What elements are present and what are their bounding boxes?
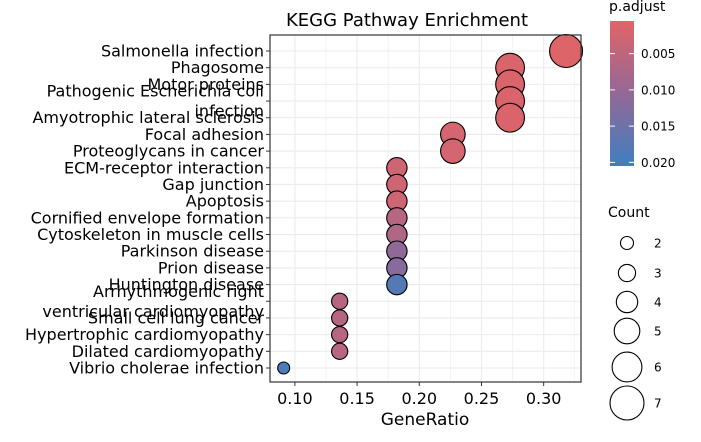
data-point (331, 292, 349, 310)
size-legend-title: Count (608, 205, 650, 221)
data-points (277, 33, 584, 375)
x-tick-label: 0.15 (339, 389, 375, 408)
plot-panel (269, 33, 584, 383)
colorbar-ticks: 0.005 0.010 0.015 0.020 (610, 47, 675, 170)
y-tick-label: Prion disease (158, 258, 264, 277)
size-legend-label: 2 (654, 237, 662, 251)
size-legend: Count 2 3 4 5 6 7 (608, 205, 662, 421)
x-axis-title: GeneRatio (381, 410, 470, 430)
y-tick-label: Huntington disease (109, 275, 264, 294)
color-legend-title: p.adjust (609, 0, 666, 15)
panel-background (270, 35, 581, 382)
size-legend-circle (619, 235, 635, 251)
size-legend-circle (613, 317, 641, 345)
x-tick-label: 0.25 (464, 389, 500, 408)
colorbar-tick-label: 0.010 (641, 83, 675, 97)
data-point (331, 342, 349, 360)
x-tick-label: 0.30 (526, 389, 562, 408)
data-point (331, 309, 349, 327)
x-axis: 0.10 0.15 0.20 0.25 0.30 (277, 382, 561, 408)
panel-border (269, 34, 582, 383)
y-tick-label: Apoptosis (186, 192, 264, 211)
y-tick-label: Vibrio cholerae infection (69, 359, 264, 378)
data-point (440, 138, 466, 164)
colorbar-tick-label: 0.020 (641, 156, 675, 170)
size-legend-circle (611, 351, 643, 383)
y-tick-label: Cornified envelope formation (31, 208, 264, 227)
y-tick-label: Dilated cardiomyopathy (72, 342, 264, 361)
y-tick-label: Motor proteins (147, 75, 264, 94)
y-tick-label: Parkinson disease (121, 242, 264, 261)
y-tick-label: Cytoskeleton in muscle cells (37, 225, 264, 244)
colorbar-tick-label: 0.005 (641, 47, 675, 61)
y-tick-label: Focal adhesion (145, 125, 264, 144)
size-legend-label: 5 (654, 325, 662, 339)
data-point (386, 273, 408, 296)
y-tick-label: ECM-receptor interaction (64, 158, 264, 177)
y-tick-label: Amyotrophic lateral sclerosis (32, 108, 264, 127)
x-tick-label: 0.20 (401, 389, 437, 408)
size-legend-circle (609, 385, 645, 421)
y-tick-label: Hypertrophic cardiomyopathy (25, 325, 264, 344)
size-legend-label: 4 (654, 296, 662, 310)
data-point (549, 33, 584, 69)
y-tick-label: Phagosome (171, 58, 264, 77)
size-legend-circle (617, 263, 637, 283)
y-tick-label: Pathogenic Escherichia coli (47, 82, 264, 101)
y-tick-label: Salmonella infection (101, 42, 264, 61)
y-tick-label: infection (194, 102, 264, 121)
y-tick-label: ventricular cardiomyopathy (42, 302, 264, 321)
colorbar (610, 21, 634, 166)
chart-title: KEGG Pathway Enrichment (286, 10, 528, 31)
size-legend-label: 6 (654, 361, 662, 375)
y-tick-label: Proteoglycans in cancer (73, 142, 265, 161)
y-tick-label: Gap junction (162, 175, 264, 194)
grid (270, 35, 581, 382)
y-tick-label: Arrhythmogenic right (93, 282, 264, 301)
size-legend-label: 3 (654, 267, 662, 281)
size-legend-label: 7 (654, 397, 662, 411)
size-legend-items: 2 3 4 5 6 7 (609, 235, 662, 421)
x-tick-label: 0.10 (277, 389, 313, 408)
data-point (331, 325, 349, 344)
data-point (495, 102, 526, 133)
size-legend-circle (615, 290, 639, 314)
color-legend: p.adjust 0.005 0.010 0.015 0.020 (609, 0, 675, 170)
data-point (277, 361, 291, 375)
colorbar-tick-label: 0.015 (641, 120, 675, 134)
y-tick-label: Small cell lung cancer (88, 308, 264, 327)
